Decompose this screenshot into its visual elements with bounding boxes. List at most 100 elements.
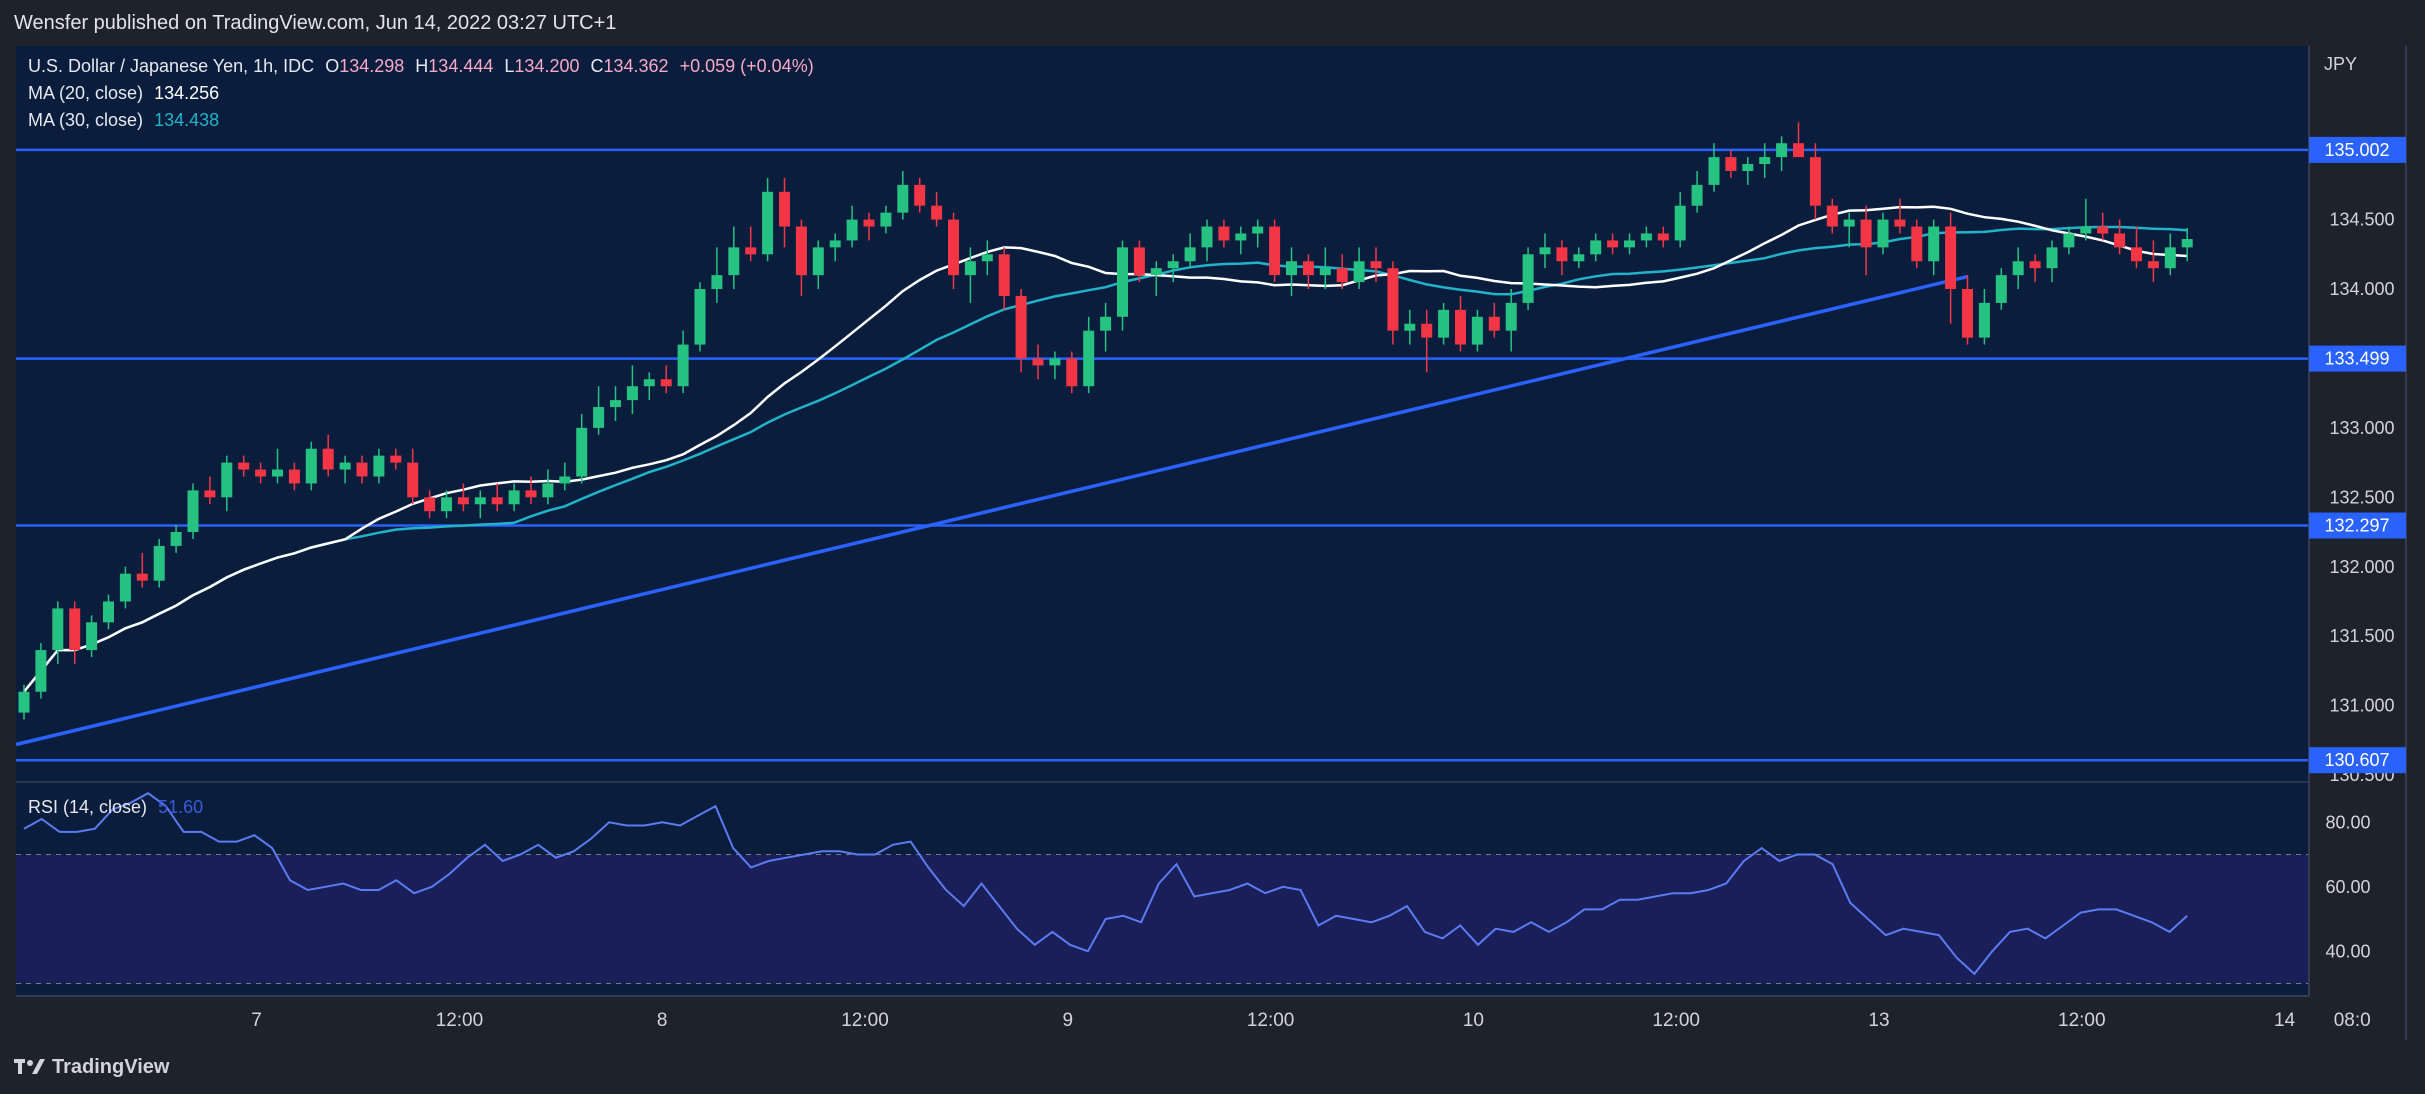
candle-up[interactable]: [610, 386, 621, 421]
candle-up[interactable]: [2063, 226, 2075, 255]
candle-down[interactable]: [491, 483, 503, 512]
rsi-legend[interactable]: RSI (14, close) 51.60: [28, 797, 203, 818]
ma30-legend[interactable]: MA (30, close) 134.438: [28, 110, 219, 131]
candle-down[interactable]: [1607, 233, 1619, 255]
symbol-legend[interactable]: U.S. Dollar / Japanese Yen, 1h, IDC O134…: [28, 56, 814, 77]
candle-down[interactable]: [1809, 143, 1821, 220]
ma20-line[interactable]: [23, 205, 2188, 693]
candle-down[interactable]: [948, 212, 959, 290]
candle-up[interactable]: [1522, 247, 1534, 310]
candle-up[interactable]: [2164, 233, 2176, 276]
candle-up[interactable]: [1776, 136, 1788, 171]
candle-up[interactable]: [1995, 268, 2007, 310]
candle-up[interactable]: [153, 538, 165, 588]
candle-down[interactable]: [1945, 212, 1957, 324]
candle-up[interactable]: [812, 240, 824, 290]
candle-up[interactable]: [559, 462, 571, 491]
candle-up[interactable]: [694, 282, 706, 352]
candle-up[interactable]: [1167, 254, 1179, 283]
candle-up[interactable]: [272, 448, 283, 484]
candle-down[interactable]: [863, 212, 875, 241]
candle-down[interactable]: [1894, 198, 1906, 234]
candle-up[interactable]: [542, 469, 554, 505]
candle-up[interactable]: [1083, 316, 1095, 394]
candle-up[interactable]: [103, 594, 114, 630]
candle-up[interactable]: [18, 684, 30, 720]
candle-up[interactable]: [1049, 351, 1061, 380]
candle-down[interactable]: [660, 365, 672, 394]
candle-up[interactable]: [1100, 302, 1112, 352]
candle-down[interactable]: [998, 247, 1010, 310]
candle-down[interactable]: [1455, 295, 1466, 352]
candle-down[interactable]: [288, 462, 300, 491]
candle-up[interactable]: [1691, 170, 1703, 213]
candle-down[interactable]: [2029, 254, 2041, 283]
candle-down[interactable]: [1133, 240, 1145, 283]
candle-up[interactable]: [677, 330, 689, 394]
candle-up[interactable]: [728, 226, 740, 290]
candle-up[interactable]: [1150, 261, 1162, 296]
candle-up[interactable]: [829, 233, 841, 262]
candle-up[interactable]: [2012, 247, 2024, 290]
candle-down[interactable]: [204, 476, 216, 505]
candle-up[interactable]: [1759, 143, 1771, 178]
candle-down[interactable]: [1066, 351, 1078, 394]
candle-up[interactable]: [1742, 157, 1754, 185]
candle-down[interactable]: [390, 448, 402, 470]
candle-up[interactable]: [1708, 143, 1720, 192]
candle-up[interactable]: [373, 448, 385, 484]
candle-up[interactable]: [170, 525, 182, 553]
candle-up[interactable]: [1286, 247, 1297, 296]
candle-down[interactable]: [931, 191, 943, 227]
candle-down[interactable]: [1032, 344, 1044, 380]
candle-down[interactable]: [255, 462, 267, 484]
candle-up[interactable]: [2080, 198, 2092, 241]
candle-up[interactable]: [1674, 191, 1686, 248]
candle-down[interactable]: [1911, 219, 1923, 269]
candle-up[interactable]: [2181, 227, 2193, 262]
candle-down[interactable]: [1826, 198, 1838, 234]
candle-up[interactable]: [1404, 309, 1416, 345]
candle-down[interactable]: [136, 552, 148, 588]
tradingview-logo-icon[interactable]: [14, 1056, 48, 1078]
candle-down[interactable]: [795, 219, 807, 296]
candle-up[interactable]: [52, 601, 64, 664]
candle-up[interactable]: [1117, 240, 1128, 331]
candle-down[interactable]: [779, 177, 790, 248]
candle-down[interactable]: [1793, 122, 1804, 158]
candle-down[interactable]: [2097, 212, 2109, 241]
candle-up[interactable]: [626, 365, 638, 414]
candle-up[interactable]: [1590, 233, 1602, 262]
candle-down[interactable]: [356, 455, 368, 484]
candle-down[interactable]: [424, 490, 436, 519]
candle-up[interactable]: [1843, 212, 1855, 248]
candle-up[interactable]: [1184, 233, 1196, 269]
rsi-line[interactable]: [23, 792, 2188, 976]
ma20-legend[interactable]: MA (20, close) 134.256: [28, 83, 219, 104]
candle-up[interactable]: [1201, 219, 1213, 262]
candle-up[interactable]: [508, 483, 520, 512]
candle-up[interactable]: [119, 566, 131, 609]
candle-down[interactable]: [745, 226, 757, 262]
candle-down[interactable]: [69, 601, 81, 664]
candle-up[interactable]: [339, 455, 351, 484]
candle-down[interactable]: [238, 455, 250, 477]
candle-down[interactable]: [1421, 309, 1433, 373]
main-pane[interactable]: [16, 46, 2309, 996]
candle-up[interactable]: [964, 247, 976, 303]
candle-down[interactable]: [1962, 275, 1973, 345]
candle-up[interactable]: [1438, 302, 1450, 345]
candle-up[interactable]: [1539, 233, 1551, 269]
candle-up[interactable]: [86, 615, 98, 658]
candle-up[interactable]: [441, 490, 452, 519]
candle-down[interactable]: [2131, 226, 2142, 269]
candle-up[interactable]: [762, 177, 774, 262]
candle-up[interactable]: [1471, 309, 1483, 352]
candle-down[interactable]: [914, 177, 926, 213]
candle-up[interactable]: [846, 205, 858, 248]
candle-up[interactable]: [1252, 219, 1264, 248]
candle-up[interactable]: [35, 643, 47, 699]
candle-down[interactable]: [1269, 219, 1281, 283]
candle-up[interactable]: [2046, 240, 2058, 283]
candle-up[interactable]: [474, 490, 486, 519]
